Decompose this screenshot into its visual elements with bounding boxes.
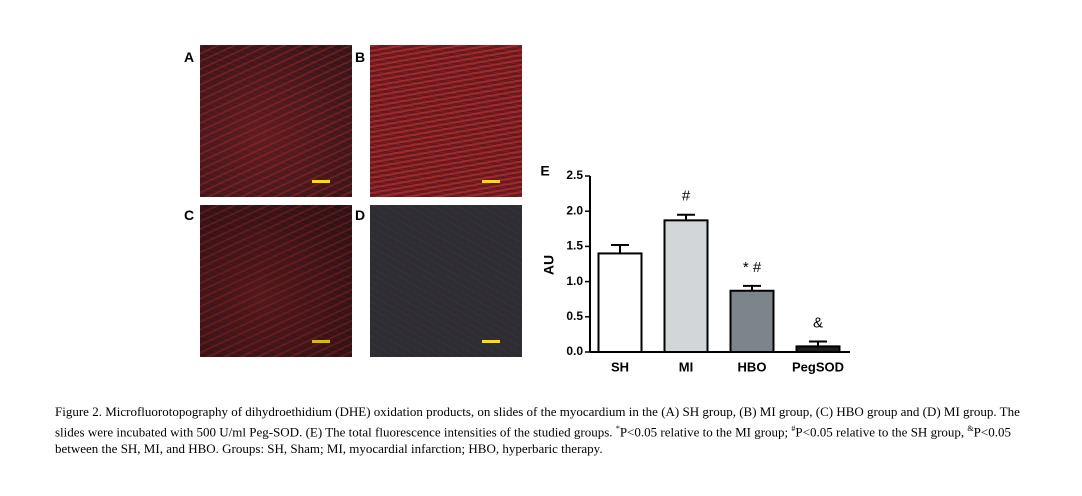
scale-bar — [312, 340, 330, 343]
y-tick-label: 2.5 — [566, 168, 583, 182]
bar — [663, 219, 709, 353]
bar — [795, 345, 841, 354]
y-tick-label: 0.0 — [566, 344, 583, 358]
x-tick-label: PegSOD — [792, 359, 844, 374]
caption-symbol: & — [967, 424, 974, 433]
panel-label: B — [355, 49, 366, 65]
panel-label: D — [355, 207, 366, 223]
y-tick-label: 1.0 — [566, 274, 583, 288]
caption: Figure 2. Microfluorotopography of dihyd… — [55, 403, 1040, 457]
y-tick-label: 2.0 — [566, 203, 583, 217]
bar — [597, 252, 643, 353]
micrograph — [370, 45, 522, 197]
scale-bar — [312, 180, 330, 183]
micrograph — [200, 205, 352, 357]
annotation: * # — [743, 259, 762, 276]
x-tick-label: HBO — [738, 359, 767, 374]
caption-text: P<0.05 relative to the SH group, — [795, 424, 968, 440]
micrograph — [200, 45, 352, 197]
scale-bar — [482, 180, 500, 183]
x-tick-label: MI — [679, 359, 693, 374]
y-tick-label: 1.5 — [566, 239, 583, 253]
x-tick-label: SH — [611, 359, 629, 374]
bar — [729, 289, 775, 354]
annotation: & — [813, 314, 823, 331]
caption-symbol: * — [615, 424, 620, 433]
annotation: # — [682, 188, 691, 205]
chart: E AU 0.0 0.5 1.0 1.5 2.0 2.5 SH MI # HBO * # PegSOD… — [540, 163, 850, 374]
micrograph — [370, 205, 522, 357]
panel-label: C — [184, 207, 195, 223]
caption-text: P<0.05 between the SH, MI, and HBO. Grou… — [55, 424, 1011, 457]
panel-label: A — [184, 49, 195, 65]
y-axis-label: AU — [541, 255, 557, 275]
panel-label: E — [540, 163, 549, 179]
scale-bar — [482, 340, 500, 343]
caption-symbol: # — [791, 424, 796, 433]
y-tick-label: 0.5 — [566, 309, 583, 323]
caption-text: Figure 2. Microfluorotopography of dihyd… — [55, 404, 1020, 440]
caption-text: P<0.05 relative to the MI group; — [619, 424, 792, 440]
